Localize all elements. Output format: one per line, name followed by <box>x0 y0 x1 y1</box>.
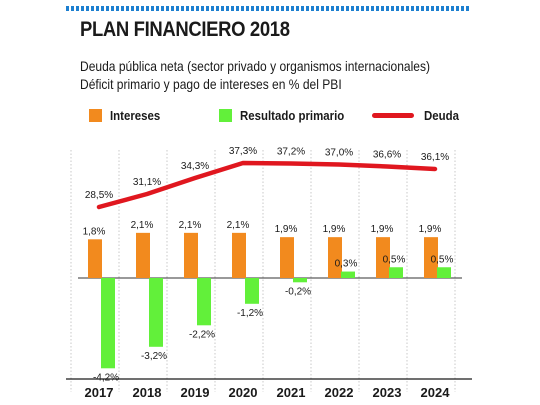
data-label-resultado: 0,5% <box>383 254 406 265</box>
data-label-deuda: 28,5% <box>85 190 113 201</box>
bar-resultado <box>437 267 451 278</box>
legend-intereses-swatch <box>89 108 102 122</box>
line-deuda <box>96 160 438 210</box>
data-label-resultado: 0,3% <box>335 259 358 270</box>
bar-resultado <box>197 278 211 326</box>
data-label-intereses: 2,1% <box>131 220 154 231</box>
x-tick-label: 2020 <box>229 385 258 400</box>
bar-intereses <box>376 237 390 278</box>
data-label-intereses: 2,1% <box>179 220 202 231</box>
x-tick-label: 2017 <box>85 385 114 400</box>
x-tick-label: 2018 <box>133 385 162 400</box>
bar-resultado <box>389 267 403 278</box>
bar-intereses <box>136 232 150 278</box>
chart-subtitle-line1: Deuda pública neta (sector privado y org… <box>80 58 431 74</box>
data-label-resultado: -0,2% <box>285 286 311 297</box>
data-label-intereses: 2,1% <box>227 220 250 231</box>
bar-resultado <box>245 278 259 304</box>
data-label-deuda: 37,3% <box>229 146 257 157</box>
bar-intereses <box>280 237 294 278</box>
bar-resultado <box>101 278 115 369</box>
chart-title: PLAN FINANCIERO 2018 <box>80 18 290 41</box>
x-tick-label: 2024 <box>421 385 451 400</box>
legend-deuda: Deuda <box>372 106 464 124</box>
bar-resultado <box>149 278 163 347</box>
x-tick-label: 2022 <box>325 385 354 400</box>
data-label-deuda: 37,0% <box>325 148 353 159</box>
data-label-intereses: 1,9% <box>323 224 346 235</box>
legend-intereses-label: Intereses <box>110 107 161 123</box>
data-label-intereses: 1,8% <box>83 226 106 237</box>
bar-intereses <box>88 239 102 278</box>
chart-subtitle-line2: Déficit primario y pago de intereses en … <box>80 76 342 92</box>
data-label-resultado: -2,2% <box>189 329 215 340</box>
legend-resultado: Resultado primario <box>219 106 358 124</box>
bar-resultado <box>293 278 307 283</box>
data-label-resultado: -1,2% <box>237 308 263 319</box>
data-label-deuda: 37,2% <box>277 147 305 158</box>
data-label-intereses: 1,9% <box>371 224 394 235</box>
data-label-resultado: 0,5% <box>431 254 454 265</box>
data-label-intereses: 1,9% <box>419 224 442 235</box>
bar-intereses <box>424 237 438 278</box>
bar-intereses <box>328 237 342 278</box>
legend-resultado-swatch <box>219 108 232 122</box>
bar-resultado <box>341 271 355 278</box>
legend-deuda-line <box>372 112 414 118</box>
x-tick-label: 2023 <box>373 385 402 400</box>
legend-intereses: Intereses <box>89 106 167 124</box>
data-label-deuda: 36,6% <box>373 150 401 161</box>
legend-resultado-label: Resultado primario <box>240 107 345 123</box>
x-tick-label: 2019 <box>181 385 210 400</box>
data-label-intereses: 1,9% <box>275 224 298 235</box>
x-tick-label: 2021 <box>277 385 306 400</box>
data-label-resultado: -3,2% <box>141 351 167 362</box>
accent-bar <box>66 6 471 11</box>
legend-deuda-label: Deuda <box>424 107 459 123</box>
bar-intereses <box>184 232 198 278</box>
data-label-deuda: 31,1% <box>133 177 161 188</box>
data-label-deuda: 34,3% <box>181 161 209 172</box>
bar-intereses <box>232 232 246 278</box>
data-label-resultado: -4,2% <box>93 372 119 383</box>
data-label-deuda: 36,1% <box>421 152 449 163</box>
